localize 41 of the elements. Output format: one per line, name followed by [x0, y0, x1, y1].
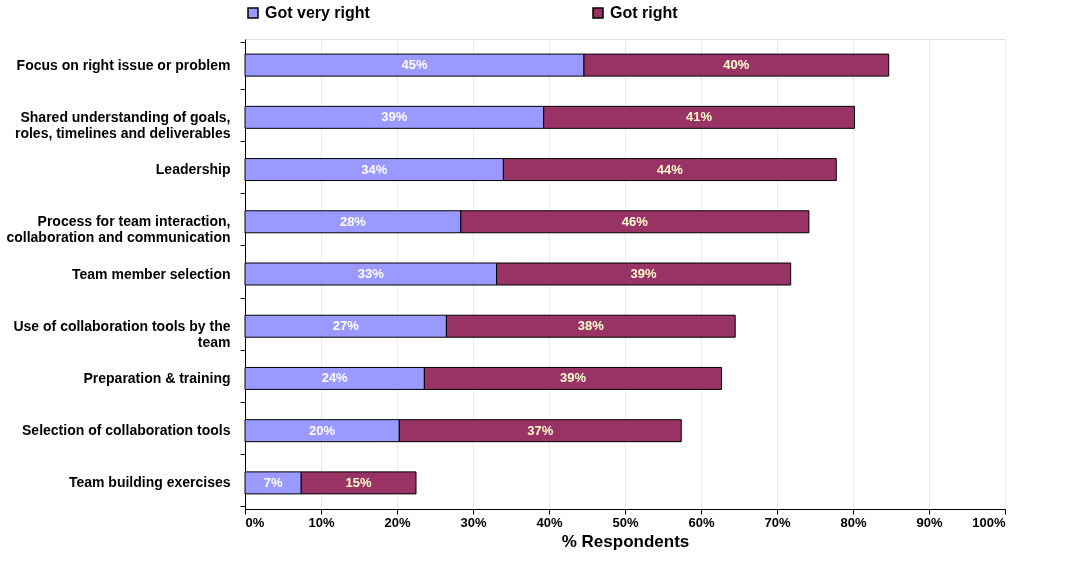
- x-tick-label: 30%: [460, 514, 487, 530]
- data-label: 37%: [527, 422, 554, 438]
- x-tick-label: 20%: [384, 514, 411, 530]
- y-tick-label: Preparation & training: [83, 369, 231, 386]
- legend-label: Got very right: [265, 4, 371, 21]
- x-tick-label: 80%: [840, 514, 867, 530]
- data-label: 20%: [309, 422, 336, 438]
- data-label: 44%: [656, 161, 684, 177]
- y-tick-label: Team member selection: [72, 265, 231, 282]
- data-label: 33%: [357, 266, 385, 281]
- data-label: 7%: [263, 474, 283, 490]
- y-tick-label: Focus on right issue or problem: [16, 56, 231, 73]
- x-tick-label: 0%: [245, 514, 265, 530]
- data-label: 15%: [345, 474, 373, 490]
- data-label: 27%: [332, 318, 360, 334]
- data-label: 39%: [630, 266, 658, 281]
- x-tick-label: 40%: [536, 514, 563, 530]
- y-tick-label: Process for team interaction, collaboration and communication: [6, 213, 231, 246]
- x-tick-label: 90%: [916, 514, 943, 530]
- x-tick-label: 60%: [688, 514, 715, 530]
- data-label: 45%: [401, 57, 428, 73]
- data-label: 38%: [577, 318, 605, 334]
- x-tick-label: 70%: [764, 514, 791, 530]
- x-tick-label: 100%: [972, 514, 1006, 530]
- data-label: 40%: [723, 57, 750, 73]
- y-tick-label: Use of collaboration tools by the team: [13, 317, 231, 350]
- data-label: 39%: [381, 109, 408, 125]
- legend-label: Got right: [610, 4, 679, 21]
- y-tick-label: Team building exercises: [68, 474, 231, 491]
- data-label: 46%: [621, 213, 649, 229]
- y-tick-label: Selection of collaboration tools: [22, 422, 231, 439]
- data-label: 34%: [361, 161, 388, 177]
- x-axis-title: % Respondents: [561, 531, 690, 551]
- data-label: 28%: [339, 213, 367, 229]
- data-label: 39%: [559, 370, 587, 386]
- x-tick-label: 50%: [612, 514, 639, 530]
- y-tick-label: Leadership: [155, 161, 231, 178]
- data-label: 24%: [321, 370, 349, 386]
- data-label: 41%: [686, 109, 713, 125]
- y-tick-label: Shared understanding of goals, roles, timelines and deliverables: [14, 108, 231, 141]
- x-tick-label: 10%: [308, 514, 335, 530]
